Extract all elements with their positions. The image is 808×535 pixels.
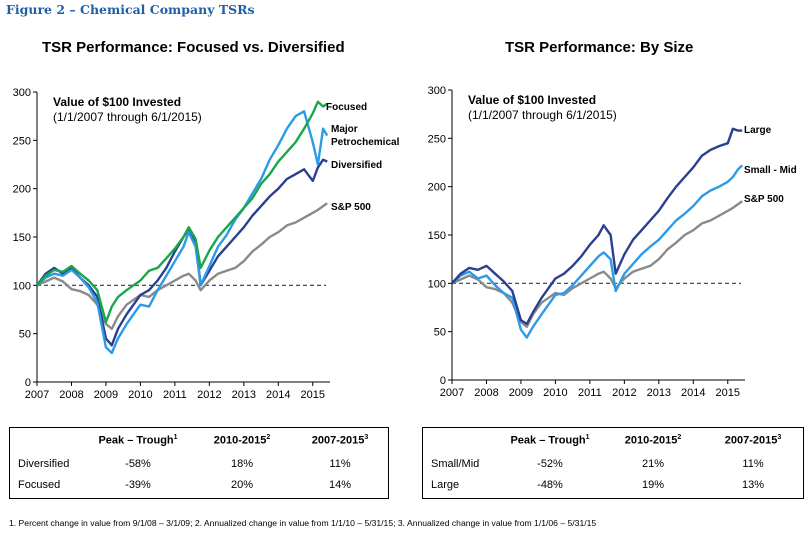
figure-title: Figure 2 – Chemical Company TSRs: [6, 2, 255, 17]
chart-subtitle-line2: (1/1/2007 through 6/1/2015): [53, 110, 202, 124]
series-line: [451, 164, 744, 339]
table-cell: 11%: [742, 458, 764, 470]
y-tick-label: 50: [19, 329, 31, 341]
series-line: [451, 127, 743, 326]
series-end-label: Diversified: [331, 160, 382, 171]
series-line: [36, 110, 329, 355]
table-cell: 21%: [641, 458, 665, 470]
x-tick-label: 2009: [509, 387, 533, 399]
y-tick-label: 300: [13, 87, 31, 99]
x-tick-label: 2013: [232, 389, 256, 401]
table-cell: -58%: [125, 458, 151, 470]
left-summary-table: Peak – Trough1 2010-20152 2007-20153 Div…: [9, 427, 389, 499]
table-cell: -48%: [537, 479, 563, 491]
table-cell: 18%: [230, 458, 254, 470]
y-tick-label: 200: [13, 184, 31, 196]
table-row-label: Small/Mid: [431, 458, 480, 470]
series-end-label: Petrochemical: [331, 137, 400, 148]
y-tick-label: 200: [428, 182, 446, 194]
y-tick-label: 100: [428, 278, 446, 290]
series-line: [451, 200, 743, 328]
x-tick-label: 2009: [94, 389, 118, 401]
x-tick-label: 2012: [197, 389, 221, 401]
x-tick-label: 2010: [128, 389, 152, 401]
x-tick-label: 2013: [647, 387, 671, 399]
series-line: [36, 202, 328, 330]
y-tick-label: 150: [13, 232, 31, 244]
table-cell: 13%: [741, 479, 765, 491]
x-tick-label: 2010: [543, 387, 567, 399]
x-tick-label: 2007: [25, 389, 49, 401]
table-cell: 19%: [641, 479, 665, 491]
table-cell: 14%: [328, 479, 352, 491]
x-tick-label: 2008: [474, 387, 498, 399]
y-tick-label: 250: [13, 135, 31, 147]
series-end-label: Large: [744, 125, 772, 136]
chart-subtitle-line1: Value of $100 Invested: [53, 95, 181, 109]
x-tick-label: 2015: [716, 387, 740, 399]
x-tick-label: 2008: [59, 389, 83, 401]
series-end-label: S&P 500: [744, 194, 784, 205]
chart-subtitle-line2: (1/1/2007 through 6/1/2015): [468, 108, 617, 122]
table-cell: 20%: [230, 479, 254, 491]
y-tick-label: 250: [428, 133, 446, 145]
table-row-label: Large: [431, 479, 460, 491]
y-tick-label: 300: [428, 85, 446, 97]
table-row-label: Diversified: [18, 458, 70, 470]
y-tick-label: 50: [434, 327, 446, 339]
x-tick-label: 2011: [578, 387, 602, 399]
table-header-peak-trough: Peak – Trough1: [98, 434, 178, 447]
table-header-peak-trough: Peak – Trough1: [510, 434, 590, 447]
left-chart-title: TSR Performance: Focused vs. Diversified: [42, 39, 345, 56]
y-tick-label: 0: [440, 375, 446, 387]
table-header-2007-2015: 2007-20153: [724, 434, 782, 447]
right-chart-title: TSR Performance: By Size: [505, 39, 694, 56]
footnote: 1. Percent change in value from 9/1/08 –…: [9, 518, 597, 528]
x-tick-label: 2015: [301, 389, 325, 401]
table-row-label: Focused: [18, 479, 61, 491]
series-end-label: S&P 500: [331, 202, 371, 213]
series-end-label: Focused: [326, 102, 367, 113]
table-header-2010-2015: 2010-20152: [213, 434, 271, 447]
x-tick-label: 2012: [612, 387, 636, 399]
series-end-label: Small - Mid: [744, 165, 797, 176]
x-tick-label: 2014: [266, 389, 290, 401]
series-line: [36, 100, 328, 324]
table-header-2007-2015: 2007-20153: [311, 434, 369, 447]
table-cell: -39%: [125, 479, 151, 491]
y-tick-label: 150: [428, 230, 446, 242]
y-tick-label: 100: [13, 280, 31, 292]
chart-subtitle-line1: Value of $100 Invested: [468, 93, 596, 107]
x-tick-label: 2011: [163, 389, 187, 401]
table-header-2010-2015: 2010-20152: [624, 434, 682, 447]
table-cell: -52%: [537, 458, 563, 470]
right-summary-table: Peak – Trough1 2010-20152 2007-20153 Sma…: [422, 427, 804, 499]
series-end-label: Major: [331, 124, 358, 135]
y-tick-label: 0: [25, 377, 31, 389]
x-tick-label: 2014: [681, 387, 705, 399]
table-cell: 11%: [329, 458, 351, 470]
x-tick-label: 2007: [440, 387, 464, 399]
